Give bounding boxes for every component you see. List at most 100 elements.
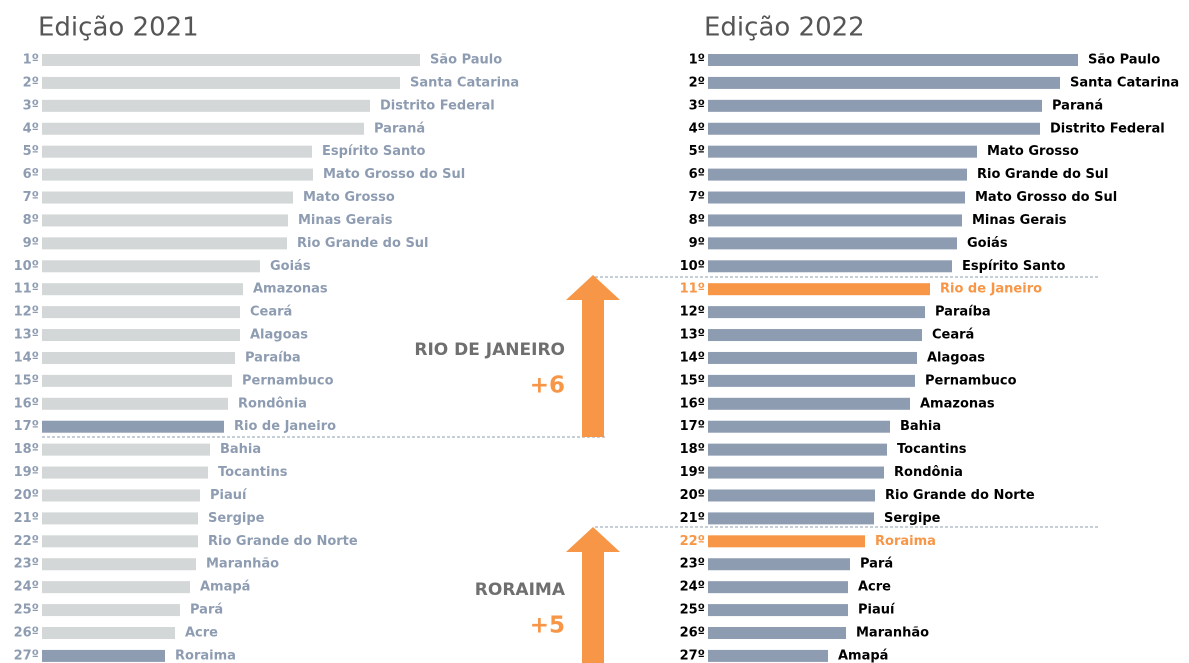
rank-label: 22º (680, 534, 705, 549)
bar (708, 99, 1042, 112)
rank-label: 3º (23, 98, 39, 113)
rank-label: 7º (689, 190, 705, 205)
category-label: São Paulo (430, 53, 502, 68)
rank-label: 20º (680, 488, 705, 503)
rank-label: 9º (23, 236, 39, 251)
rank-label: 8º (23, 213, 39, 228)
arrow-shaft (582, 298, 604, 437)
category-label: Acre (185, 626, 218, 641)
bar (708, 76, 1060, 89)
rank-label: 1º (23, 53, 39, 68)
category-label: Pará (190, 603, 223, 618)
bar (42, 581, 190, 594)
bar (708, 214, 962, 227)
category-label: Roraima (175, 648, 236, 663)
rank-label: 18º (680, 442, 705, 457)
category-label: Goiás (967, 236, 1008, 251)
category-label: Rio Grande do Norte (208, 534, 358, 549)
category-label: São Paulo (1088, 53, 1160, 68)
rank-label: 21º (680, 511, 705, 526)
category-label: Mato Grosso do Sul (323, 167, 465, 182)
bar (42, 466, 208, 479)
bar (42, 237, 287, 250)
category-label: Santa Catarina (1070, 75, 1179, 90)
bar (42, 649, 165, 662)
bar (42, 604, 180, 617)
arrow-head (566, 275, 620, 300)
category-label: Paraíba (935, 305, 991, 320)
rank-label: 16º (680, 396, 705, 411)
bar (708, 397, 910, 410)
chart-title: Edição 2022 (704, 13, 865, 43)
rank-label: 25º (680, 603, 705, 618)
category-label: Goiás (270, 259, 311, 274)
bar (42, 214, 288, 227)
rank-label: 22º (14, 534, 39, 549)
category-label: Maranhão (206, 557, 279, 572)
arrow-head (566, 527, 620, 552)
bar (42, 374, 232, 387)
rank-label: 24º (14, 580, 39, 595)
bar (42, 145, 312, 158)
bar (42, 397, 228, 410)
category-label: Rio Grande do Sul (297, 236, 429, 251)
category-label: Maranhão (856, 626, 929, 641)
category-label: Mato Grosso (303, 190, 395, 205)
arrow-shaft (582, 550, 604, 663)
rank-label: 3º (689, 98, 705, 113)
rank-label: 4º (689, 121, 705, 136)
bar (42, 191, 293, 204)
annotation-change: +5 (530, 613, 565, 639)
bar (708, 443, 887, 456)
bar (708, 168, 967, 181)
bar (42, 489, 200, 502)
bar (708, 329, 922, 342)
category-label: Minas Gerais (972, 213, 1067, 228)
bar (42, 351, 235, 364)
annotation: RIO DE JANEIRO (414, 340, 565, 360)
bar (708, 420, 890, 433)
rank-label: 1º (689, 53, 705, 68)
category-label: Alagoas (927, 350, 985, 365)
bar (42, 99, 370, 112)
category-label: Distrito Federal (380, 98, 495, 113)
bar (708, 581, 848, 594)
bar (42, 76, 400, 89)
category-label: Tocantins (218, 465, 288, 480)
rank-label: 4º (23, 121, 39, 136)
category-label: Sergipe (208, 511, 265, 526)
rank-label: 12º (14, 305, 39, 320)
category-label: Paraíba (245, 350, 301, 365)
arrows (42, 275, 1100, 663)
bar (42, 283, 243, 296)
category-label: Alagoas (250, 328, 308, 343)
rank-label: 17º (680, 419, 705, 434)
rank-label: 27º (14, 648, 39, 663)
rank-label: 27º (680, 648, 705, 663)
bar (708, 191, 965, 204)
bar (708, 649, 828, 662)
category-label: Mato Grosso do Sul (975, 190, 1117, 205)
category-label: Rio Grande do Sul (977, 167, 1109, 182)
bar (42, 558, 196, 571)
category-label: Amazonas (920, 396, 995, 411)
bar (708, 145, 977, 158)
category-label: Piauí (210, 488, 248, 503)
category-label: Paraná (374, 121, 425, 136)
bar (708, 306, 925, 319)
category-label: Ceará (932, 328, 974, 343)
category-label: Ceará (250, 305, 292, 320)
category-label: Rio Grande do Norte (885, 488, 1035, 503)
bar (42, 420, 224, 433)
rank-label: 14º (680, 350, 705, 365)
category-label: Rondônia (238, 396, 307, 411)
rank-label: 13º (680, 328, 705, 343)
category-label: Paraná (1052, 98, 1103, 113)
bar (42, 54, 420, 66)
category-label: Amazonas (253, 282, 328, 297)
category-label: Rio de Janeiro (234, 419, 336, 434)
bar (42, 168, 313, 181)
bar (42, 512, 198, 525)
bar (42, 443, 210, 456)
category-label: Piauí (858, 603, 896, 618)
